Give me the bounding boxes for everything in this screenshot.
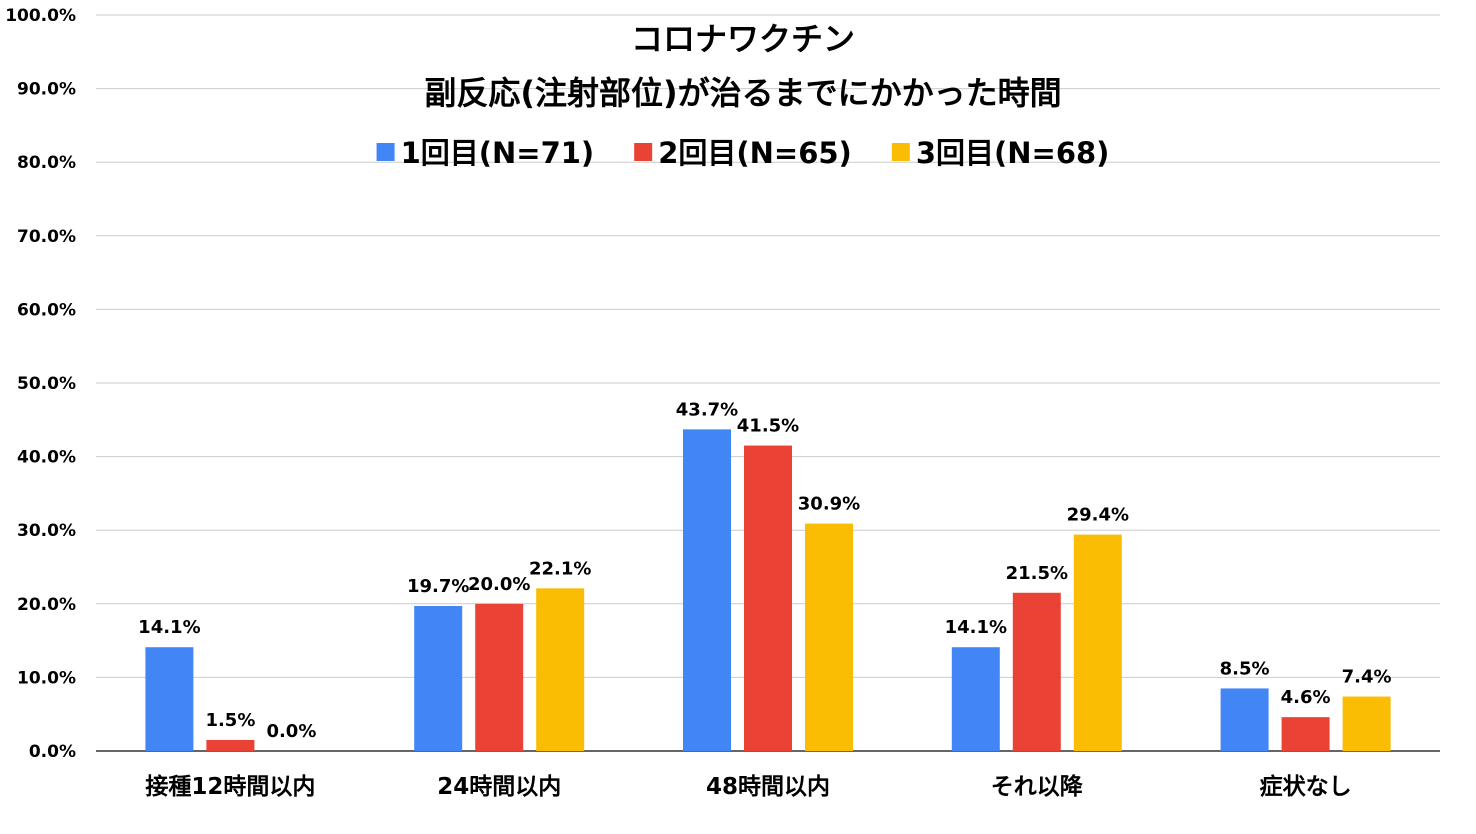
legend-swatch: [376, 143, 395, 161]
bar: [1342, 696, 1391, 751]
legend-swatch: [634, 143, 653, 161]
data-label: 0.0%: [266, 721, 316, 742]
bar: [744, 445, 792, 751]
data-label: 14.1%: [138, 617, 200, 638]
y-tick-label: 100.0%: [5, 6, 76, 26]
y-tick-label: 60.0%: [17, 300, 76, 320]
y-tick-label: 30.0%: [17, 521, 76, 541]
bar: [951, 647, 1000, 751]
legend-item: 1回目(N=71): [376, 136, 595, 170]
y-tick-label: 80.0%: [17, 153, 76, 173]
data-labels: 14.1% 1.5% 0.0% 19.7%20.0%22.1% 43.7%41.5% 30…: [138, 399, 1391, 742]
x-tick-label: 接種12時間以内: [145, 774, 315, 800]
data-label: 19.7%: [407, 576, 469, 597]
y-axis-tick-labels: 0.0% 10.0% 20.0% 30.0% 40.0% 50.0% 60.0% 70.0% 8…: [5, 6, 76, 762]
legend-item: 3回目(N=68): [891, 136, 1110, 170]
y-tick-label: 70.0%: [17, 227, 76, 247]
legend-item: 2回目(N=65): [634, 136, 852, 170]
legend: 1回目(N=71) 2回目(N=65) 3回目(N=68): [376, 136, 1110, 170]
y-tick-label: 10.0%: [17, 668, 76, 688]
data-label: 41.5%: [737, 416, 799, 437]
y-tick-label: 50.0%: [17, 374, 76, 394]
bar: [536, 588, 585, 751]
bar: [805, 523, 853, 751]
x-tick-label: それ以降: [991, 774, 1084, 800]
data-label: 4.6%: [1281, 687, 1331, 708]
y-tick-label: 90.0%: [17, 80, 76, 100]
bar: [1073, 534, 1122, 751]
chart-subtitle: 副反応(注射部位)が治るまでにかかった時間: [424, 74, 1061, 112]
bar: [475, 603, 524, 751]
data-label: 7.4%: [1342, 667, 1392, 688]
data-label: 30.9%: [798, 494, 860, 515]
data-label: 1.5%: [205, 710, 255, 731]
data-label: 29.4%: [1067, 505, 1129, 526]
y-tick-label: 20.0%: [17, 595, 76, 615]
legend-label: 1回目(N=71): [401, 136, 595, 170]
data-label: 20.0%: [468, 574, 530, 595]
y-tick-label: 40.0%: [17, 448, 76, 468]
bar: [1220, 688, 1269, 751]
bar: [414, 606, 463, 751]
legend-label: 3回目(N=68): [916, 136, 1110, 170]
x-tick-label: 24時間以内: [437, 774, 561, 800]
legend-label: 2回目(N=65): [658, 136, 852, 170]
y-tick-label: 0.0%: [29, 742, 76, 762]
bar: [1012, 592, 1061, 751]
chart-title: コロナワクチン: [631, 20, 855, 58]
bar: [1281, 717, 1330, 751]
bar: [683, 429, 731, 751]
data-label: 8.5%: [1220, 658, 1270, 679]
bars: [145, 429, 1391, 751]
x-tick-label: 48時間以内: [706, 774, 830, 800]
legend-swatch: [891, 143, 910, 161]
bar: [145, 647, 194, 751]
x-axis-tick-labels: 接種12時間以内 24時間以内 48時間以内 それ以降 症状なし: [145, 773, 1351, 800]
data-label: 22.1%: [529, 558, 591, 579]
data-label: 14.1%: [945, 617, 1007, 638]
x-tick-label: 症状なし: [1260, 773, 1352, 800]
bar: [206, 739, 255, 751]
data-label: 43.7%: [676, 399, 738, 420]
data-label: 21.5%: [1006, 563, 1068, 584]
